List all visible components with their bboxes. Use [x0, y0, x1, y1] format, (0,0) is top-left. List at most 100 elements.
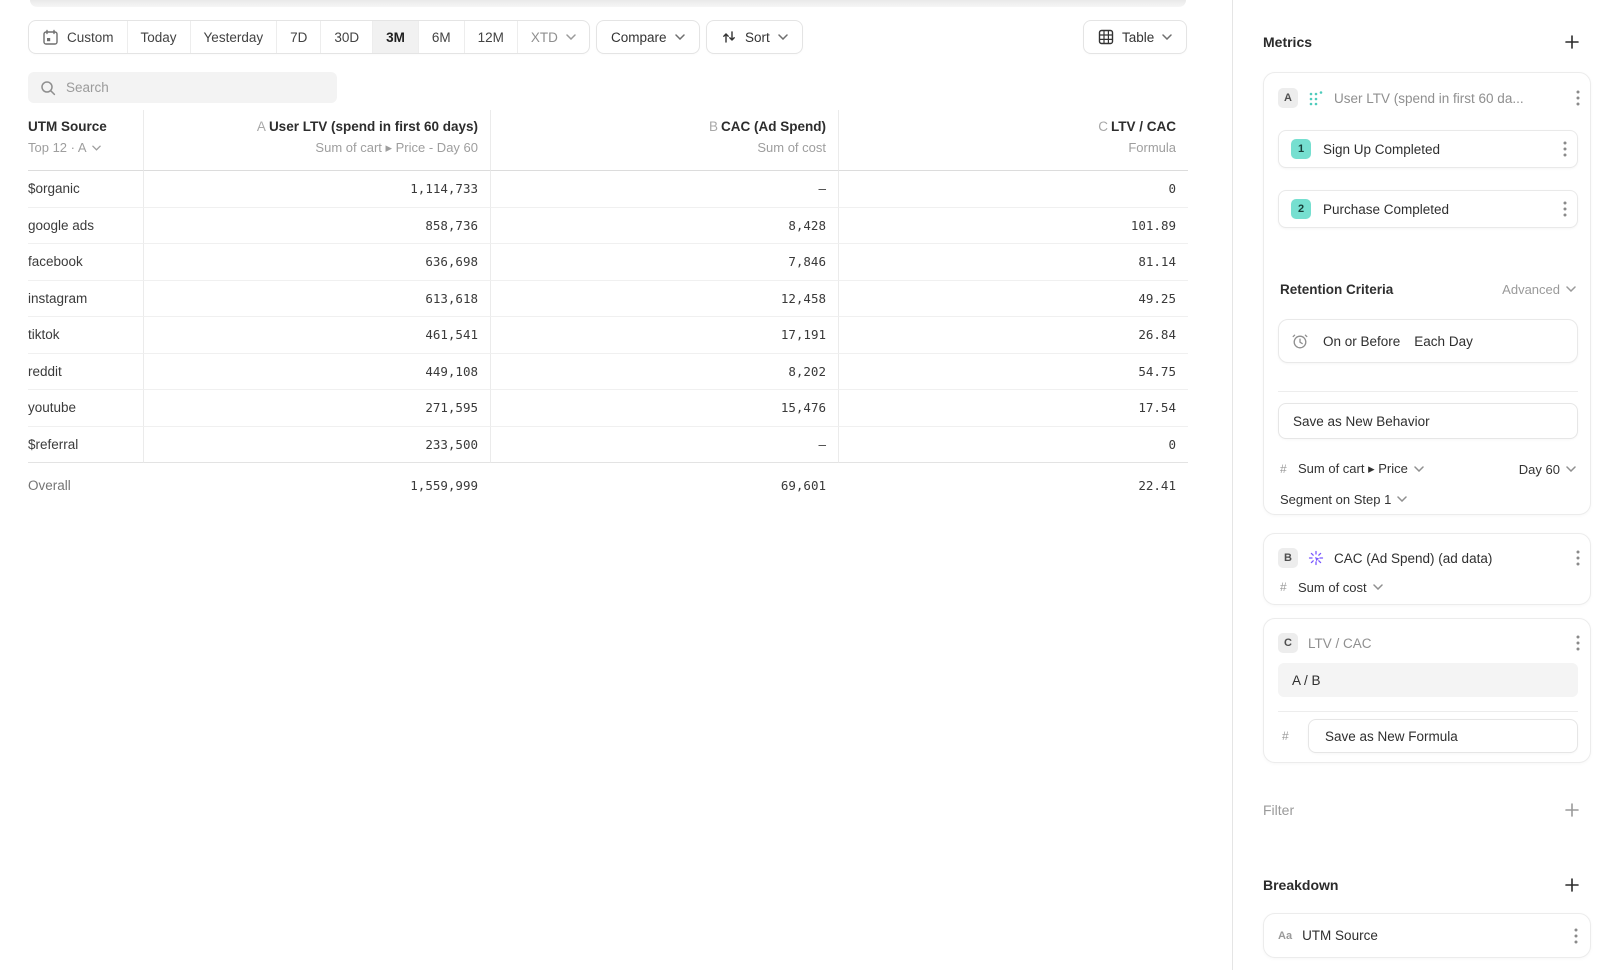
kebab-menu-icon[interactable] [1576, 550, 1580, 566]
date-range-label: Custom [67, 29, 114, 45]
formula-input[interactable]: A / B [1278, 663, 1578, 697]
column-subtitle: Sum of cost [757, 140, 826, 155]
cell-value: 101.89 [838, 207, 1188, 244]
string-type-icon: Aa [1278, 929, 1293, 942]
row-label: $organic [28, 181, 80, 197]
aggregation-row: # Sum of cart ▸ Price Day 60 [1280, 458, 1576, 480]
query-builder-sidebar: Metrics A User LTV (spend in first 60 da… [1232, 0, 1600, 970]
kebab-menu-icon[interactable] [1576, 635, 1580, 651]
date-range-3m-selected[interactable]: 3M [372, 21, 418, 53]
sort-button[interactable]: Sort [706, 20, 803, 54]
table-row[interactable]: tiktok 461,541 17,191 26.84 [28, 317, 1188, 354]
kebab-menu-icon[interactable] [1576, 90, 1580, 106]
date-range-yesterday[interactable]: Yesterday [189, 21, 277, 53]
kebab-menu-icon[interactable] [1563, 141, 1567, 157]
row-label: instagram [28, 290, 88, 306]
row-dimension-header[interactable]: UTM Source Top 12 · A [28, 110, 143, 171]
criteria-condition[interactable]: On or Before [1323, 333, 1401, 349]
compare-button[interactable]: Compare [596, 20, 700, 54]
column-subtitle: Formula [1128, 140, 1176, 155]
kebab-menu-icon[interactable] [1563, 201, 1567, 217]
aggregation-dropdown[interactable]: Sum of cost [1298, 580, 1383, 595]
table-row[interactable]: instagram 613,618 12,458 49.25 [28, 280, 1188, 317]
cell-value: 271,595 [143, 390, 490, 427]
cell-value: 81.14 [838, 244, 1188, 281]
metric-b-header[interactable]: B CAC (Ad Spend) (ad data) [1278, 542, 1580, 574]
row-label: tiktok [28, 327, 60, 343]
cell-value: 613,618 [143, 280, 490, 317]
cell-value: 233,500 [143, 426, 490, 463]
retention-criteria-card[interactable]: On or Before Each Day [1278, 319, 1578, 363]
metric-a-header[interactable]: A User LTV (spend in first 60 da... [1278, 82, 1580, 114]
segment-dropdown[interactable]: Segment on Step 1 [1280, 492, 1408, 507]
chevron-down-icon [1162, 34, 1173, 40]
date-range-label: 12M [477, 29, 504, 45]
date-range-7d[interactable]: 7D [276, 21, 320, 53]
add-metric-button[interactable] [1564, 34, 1580, 50]
overall-value: 69,601 [780, 477, 826, 493]
date-range-xtd[interactable]: XTD [516, 21, 589, 53]
view-type-button[interactable]: Table [1083, 20, 1188, 54]
breakdown-property-card[interactable]: Aa UTM Source [1263, 913, 1591, 958]
funnel-step-1[interactable]: 1 Sign Up Completed [1278, 130, 1578, 168]
metric-b-title: CAC (Ad Spend) (ad data) [1334, 550, 1493, 566]
search-input[interactable] [66, 80, 325, 95]
column-letter: C [1098, 119, 1108, 134]
column-header-a[interactable]: A User LTV (spend in first 60 days) Sum o… [143, 110, 490, 171]
criteria-unit[interactable]: Each Day [1414, 333, 1473, 349]
save-as-new-behavior-button[interactable]: Save as New Behavior [1278, 403, 1578, 439]
step-number-badge: 2 [1291, 199, 1311, 219]
ad-data-sparkle-icon [1308, 550, 1324, 566]
sort-arrows-icon [721, 29, 737, 45]
cell-value: – [490, 171, 838, 208]
column-header-b[interactable]: B CAC (Ad Spend) Sum of cost [490, 110, 838, 171]
date-range-6m[interactable]: 6M [417, 21, 464, 53]
cell-value: 15,476 [490, 390, 838, 427]
cell-value: 0 [838, 426, 1188, 463]
advanced-dropdown[interactable]: Advanced [1502, 282, 1576, 297]
table-row[interactable]: reddit 449,108 8,202 54.75 [28, 353, 1188, 390]
chevron-down-icon [778, 34, 788, 40]
add-filter-button[interactable] [1564, 802, 1580, 818]
step-event-label: Purchase Completed [1323, 201, 1450, 217]
row-dimension-title: UTM Source [28, 119, 107, 134]
cell-value: 461,541 [143, 317, 490, 354]
metric-c-header[interactable]: C LTV / CAC [1278, 627, 1580, 659]
row-label: reddit [28, 363, 62, 379]
date-range-custom[interactable]: Custom [29, 21, 127, 53]
table-row[interactable]: $organic 1,114,733 – 0 [28, 171, 1188, 208]
column-header-c[interactable]: C LTV / CAC Formula [838, 110, 1188, 171]
metric-a-card: A User LTV (spend in first 60 da... 1 Si… [1263, 72, 1591, 515]
kebab-menu-icon[interactable] [1574, 928, 1578, 944]
formula-type-row: # [1282, 725, 1294, 747]
search-box [28, 72, 337, 103]
add-breakdown-button[interactable] [1564, 877, 1580, 893]
metrics-heading: Metrics [1263, 34, 1313, 50]
cell-value: 1,114,733 [143, 171, 490, 208]
metric-b-card: B CAC (Ad Spend) (ad data) # Sum of cost [1263, 533, 1591, 605]
divider [1278, 391, 1578, 392]
metric-c-card: C LTV / CAC A / B # Save as New Formula [1263, 618, 1591, 763]
aggregation-dropdown[interactable]: Sum of cart ▸ Price [1298, 461, 1424, 477]
metric-letter-badge: B [1278, 548, 1298, 568]
chevron-down-icon [91, 145, 101, 151]
window-dropdown[interactable]: Day 60 [1519, 462, 1576, 477]
step-event-label: Sign Up Completed [1323, 141, 1441, 157]
aggregation-row: # Sum of cost [1280, 576, 1383, 598]
row-label: google ads [28, 217, 95, 233]
cell-value: 12,458 [490, 280, 838, 317]
chevron-down-icon [1414, 466, 1424, 472]
date-range-30d[interactable]: 30D [320, 21, 372, 53]
table-row[interactable]: youtube 271,595 15,476 17.54 [28, 390, 1188, 427]
table-row[interactable]: facebook 636,698 7,846 81.14 [28, 244, 1188, 281]
date-range-today[interactable]: Today [126, 21, 190, 53]
save-as-new-formula-button[interactable]: Save as New Formula [1308, 719, 1578, 753]
table-row[interactable]: google ads 858,736 8,428 101.89 [28, 207, 1188, 244]
formula-value: A / B [1292, 672, 1321, 688]
breakdown-table: UTM Source Top 12 · A A User LTV (spend i… [28, 110, 1188, 502]
cell-value: – [490, 426, 838, 463]
funnel-step-2[interactable]: 2 Purchase Completed [1278, 190, 1578, 228]
date-range-12m[interactable]: 12M [463, 21, 517, 53]
table-row[interactable]: $referral 233,500 – 0 [28, 426, 1188, 463]
